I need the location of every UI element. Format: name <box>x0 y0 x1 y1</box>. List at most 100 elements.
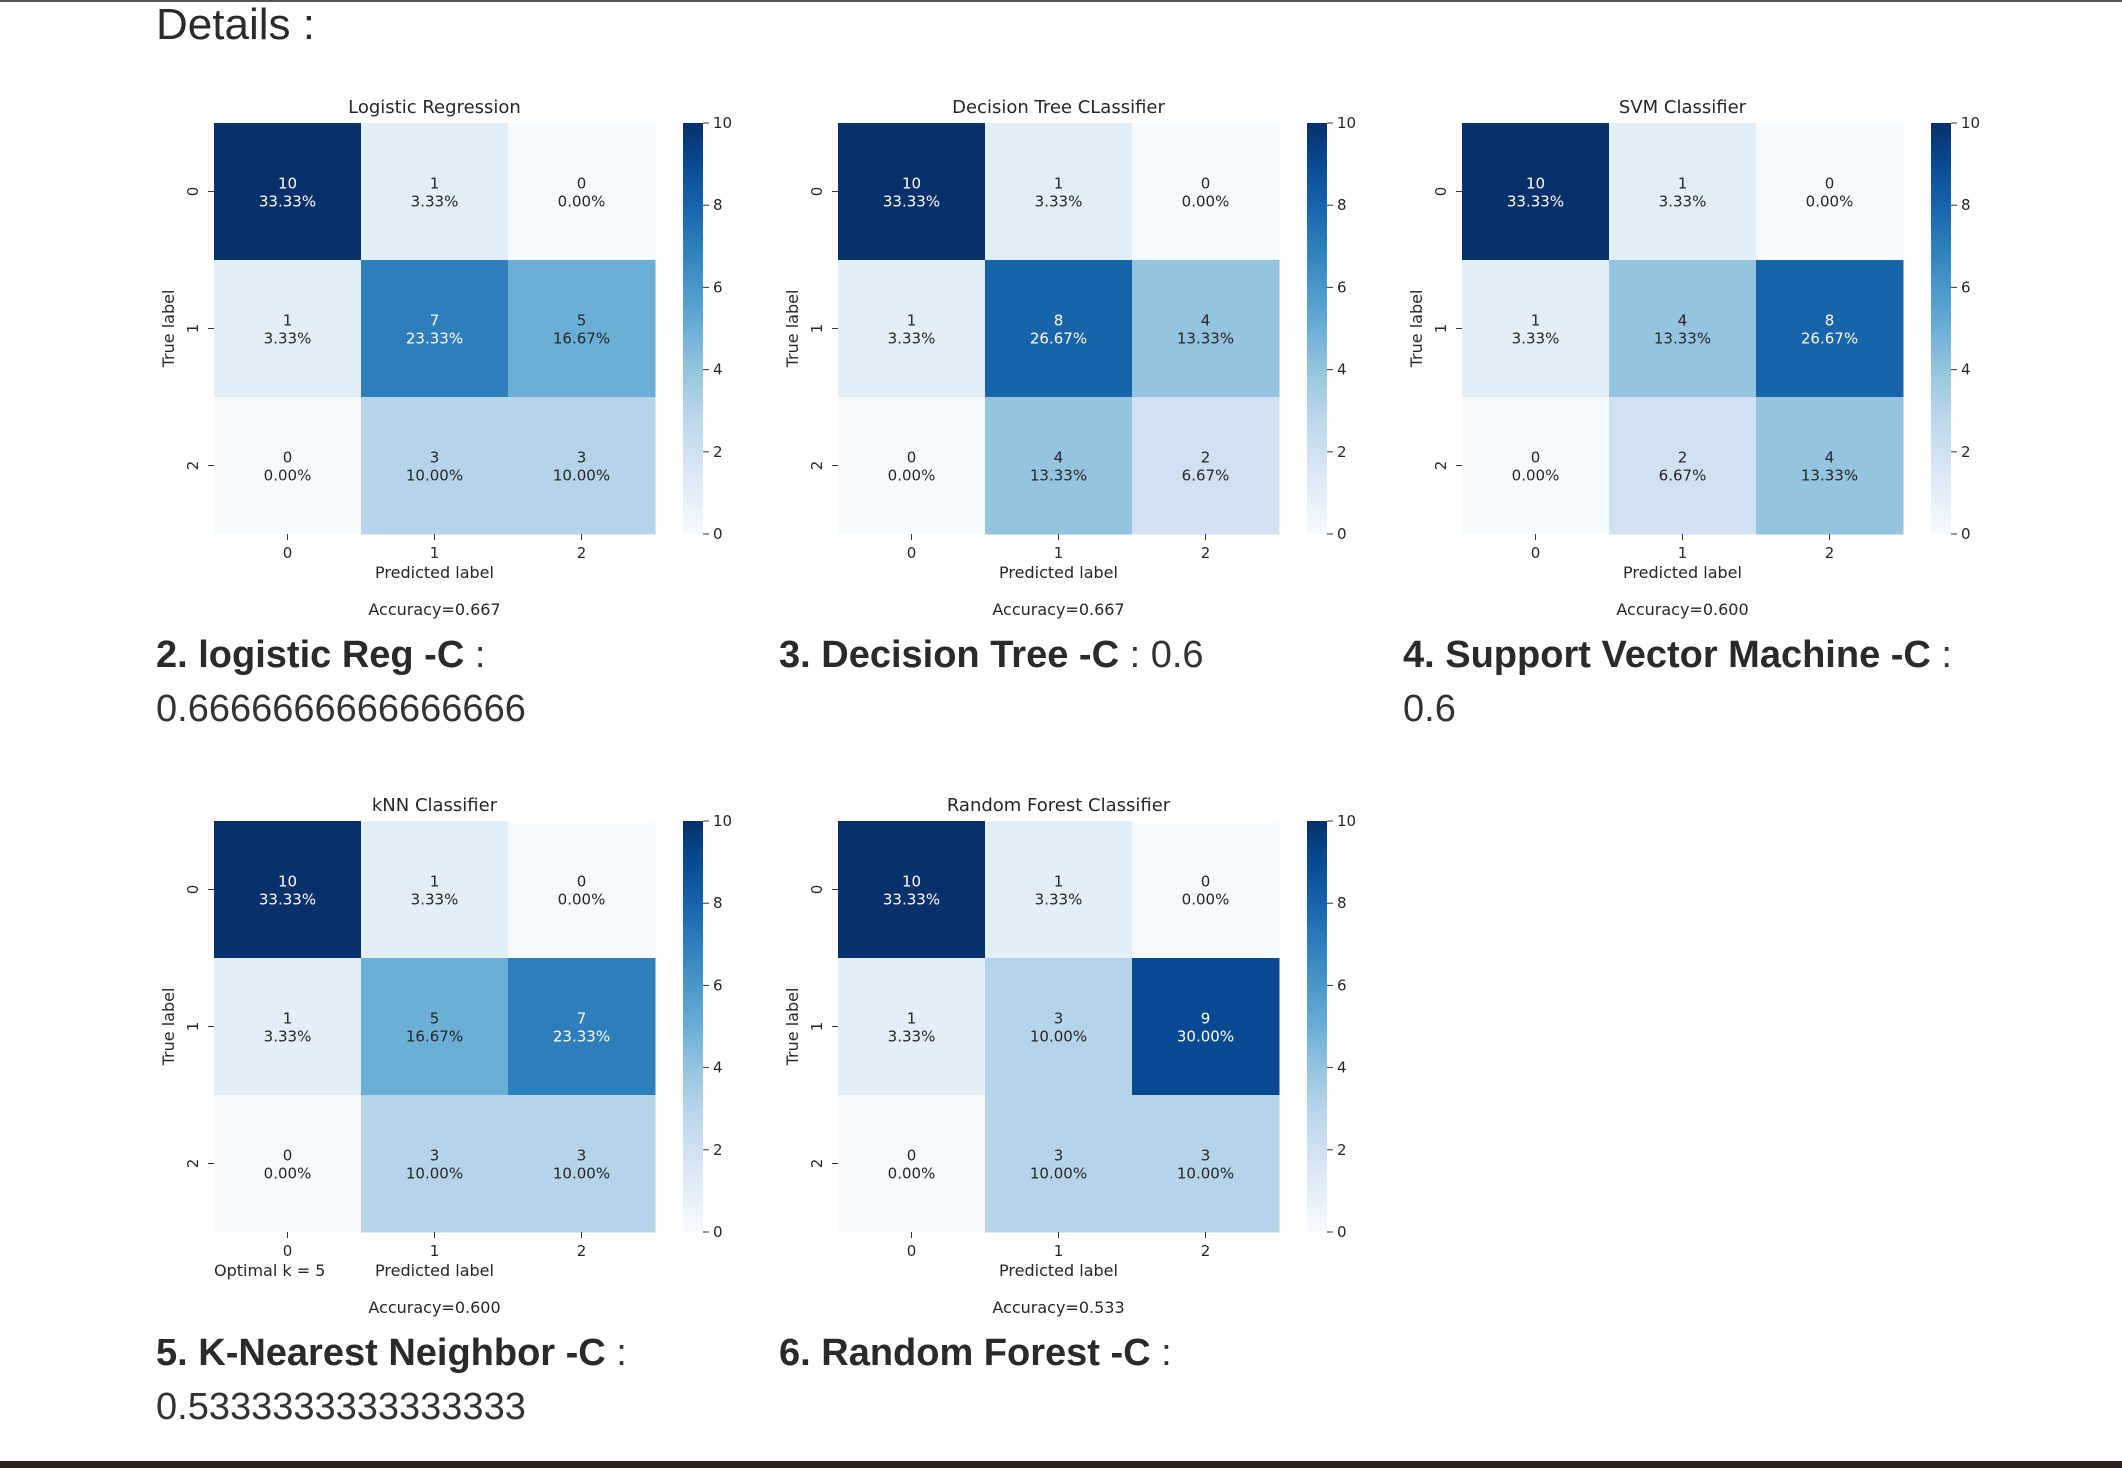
heatmap-cell <box>214 958 362 1096</box>
cell-percent-label: 3.33% <box>264 330 312 348</box>
heatmap-cell <box>1132 958 1280 1096</box>
x-axis-label: Predicted label <box>375 1261 494 1280</box>
cell-count-label: 1 <box>1531 312 1541 330</box>
colorbar-tick-label: 6 <box>1961 278 1971 296</box>
colorbar-tick-label: 8 <box>1337 894 1347 912</box>
cell-percent-label: 13.33% <box>1654 330 1711 348</box>
heatmap-cell <box>508 260 656 398</box>
colorbar-tick-label: 2 <box>713 1141 723 1159</box>
cell-percent-label: 33.33% <box>1507 193 1564 211</box>
cell-count-label: 2 <box>1201 449 1211 467</box>
cell-percent-label: 13.33% <box>1801 467 1858 485</box>
cell-percent-label: 0.00% <box>264 467 312 485</box>
cell-count-label: 1 <box>1678 175 1688 193</box>
accuracy-text: Accuracy=0.667 <box>368 600 500 619</box>
cell-count-label: 7 <box>577 1010 587 1028</box>
heatmap-cell <box>838 397 986 535</box>
x-tick-label: 0 <box>283 1242 293 1260</box>
y-tick-label: 0 <box>184 885 202 895</box>
colorbar-tick-label: 0 <box>1337 1223 1347 1241</box>
accuracy-text: Accuracy=0.600 <box>1616 600 1748 619</box>
x-axis-label: Predicted label <box>999 1261 1118 1280</box>
cell-percent-label: 3.33% <box>1512 330 1560 348</box>
cell-percent-label: 0.00% <box>1806 193 1854 211</box>
x-axis-label: Predicted label <box>1623 563 1742 582</box>
cell-count-label: 0 <box>1201 873 1211 891</box>
cell-count-label: 3 <box>1054 1147 1064 1165</box>
heatmap-cell <box>508 1095 656 1233</box>
colorbar-tick-label: 10 <box>1337 114 1356 132</box>
caption-label: 5. K-Nearest Neighbor -C <box>156 1332 606 1374</box>
cell-percent-label: 23.33% <box>406 330 463 348</box>
caption-label: 4. Support Vector Machine -C <box>1403 634 1931 676</box>
cell-percent-label: 0.00% <box>1182 891 1230 909</box>
heatmap-cell <box>985 958 1133 1096</box>
top-divider <box>0 0 2122 2</box>
x-tick-label: 2 <box>1201 1242 1211 1260</box>
cell-count-label: 1 <box>283 312 293 330</box>
cell-count-label: 10 <box>278 873 297 891</box>
chart-title: Decision Tree CLassifier <box>952 97 1165 118</box>
heatmap-cell <box>214 1095 362 1233</box>
heatmap-cell <box>1462 123 1610 261</box>
confusion-matrix-chart: Decision Tree CLassifier 10 33.33% 13.33% 0 0… <box>783 97 1356 619</box>
cell-count-label: 1 <box>430 175 440 193</box>
y-tick-label: 1 <box>1432 324 1450 334</box>
caption-label: 2. logistic Reg -C <box>156 634 465 676</box>
heatmap-cell <box>838 821 986 959</box>
heatmap-cell <box>508 958 656 1096</box>
colorbar-tick-label: 0 <box>1961 525 1971 543</box>
cell-percent-label: 0.00% <box>888 1165 936 1183</box>
heatmap-cell <box>985 123 1133 261</box>
heatmap-cell <box>1132 123 1280 261</box>
y-tick-label: 0 <box>808 187 826 197</box>
colorbar-tick-label: 6 <box>713 278 723 296</box>
cell-percent-label: 3.33% <box>1035 193 1083 211</box>
caption-separator: : <box>1119 634 1141 676</box>
cell-percent-label: 10.00% <box>1030 1165 1087 1183</box>
colorbar-tick-label: 0 <box>713 1223 723 1241</box>
heatmap-cell <box>214 260 362 398</box>
cell-percent-label: 13.33% <box>1030 467 1087 485</box>
model-result-caption: 5. K-Nearest Neighbor -C : 0.53333333333… <box>156 1326 746 1434</box>
heatmap-cell <box>985 821 1133 959</box>
y-axis-label: True label <box>783 988 802 1067</box>
heatmap-cell <box>838 958 986 1096</box>
cell-percent-label: 30.00% <box>1177 1028 1234 1046</box>
heatmap-cell <box>838 123 986 261</box>
heatmap-cell <box>361 1095 509 1233</box>
heatmap-cell <box>1756 123 1904 261</box>
cell-count-label: 4 <box>1678 312 1688 330</box>
caption-value: 0.6 <box>1150 634 1204 676</box>
confusion-matrix-figure: Decision Tree CLassifier 10 33.33% 1 3.33% 0 0… <box>774 90 1398 730</box>
colorbar-tick-label: 2 <box>1337 1141 1347 1159</box>
cell-count-label: 1 <box>430 873 440 891</box>
cell-percent-label: 10.00% <box>553 1165 610 1183</box>
colorbar-tick-label: 8 <box>713 894 723 912</box>
y-tick-label: 0 <box>808 885 826 895</box>
colorbar-tick-label: 10 <box>1961 114 1980 132</box>
accuracy-text: Accuracy=0.533 <box>992 1298 1124 1317</box>
caption-value: 0.6666666666666666 <box>156 688 526 730</box>
colorbar-tick-label: 10 <box>713 812 732 830</box>
heatmap-cell <box>508 821 656 959</box>
x-tick-label: 0 <box>907 544 917 562</box>
colorbar-tick-label: 10 <box>713 114 732 132</box>
chart-title: Logistic Regression <box>348 97 521 118</box>
heatmap-cell <box>985 397 1133 535</box>
cell-count-label: 10 <box>278 175 297 193</box>
y-tick-label: 2 <box>184 1159 202 1169</box>
y-tick-label: 0 <box>184 187 202 197</box>
y-tick-label: 1 <box>808 1022 826 1032</box>
accuracy-text: Accuracy=0.667 <box>992 600 1124 619</box>
colorbar <box>1307 821 1327 1232</box>
confusion-matrix-figure: Logistic Regression 10 33.33% 1 3.33% 0 0.00% 1… <box>150 90 774 730</box>
accuracy-text: Accuracy=0.600 <box>368 1298 500 1317</box>
colorbar-tick-label: 2 <box>1961 443 1971 461</box>
y-tick-label: 1 <box>184 324 202 334</box>
cell-percent-label: 33.33% <box>883 193 940 211</box>
confusion-matrix-figure: kNN Classifier 10 33.33% 1 3.33% 0 0.00% 1 3.33%… <box>150 788 774 1428</box>
y-tick-label: 2 <box>808 461 826 471</box>
caption-label: 6. Random Forest -C <box>779 1332 1151 1374</box>
confusion-matrix-figure: SVM Classifier 10 33.33% 1 3.33% 0 0.00% 1 3.33%… <box>1398 90 2022 730</box>
